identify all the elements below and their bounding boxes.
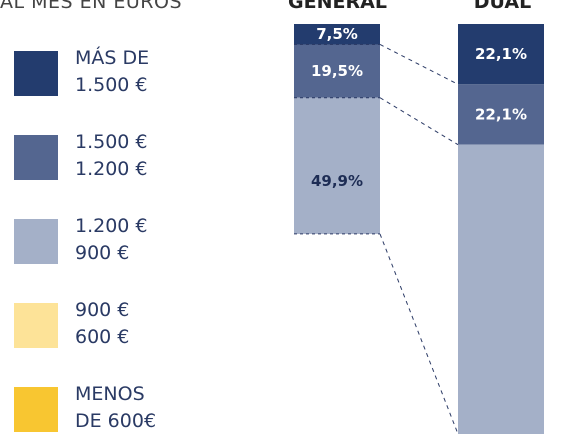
bar-general-segment-1 [294,44,380,98]
connector-line-2 [379,233,459,434]
legend-label-1200-1500-line1: 1.500 € [75,131,148,153]
legend-label-under-600-line1: MENOS [75,383,145,405]
legend-swatch-900-1200 [14,219,58,264]
legend-title: AL MES EN EUROS [0,0,183,13]
bar-general-segment-0 [294,24,380,45]
data-label-general-2: 49,9% [311,172,363,190]
data-label-dual-0: 22,1% [475,45,527,63]
legend-swatch-over-1500 [14,51,58,96]
bar-dual-segment-2 [458,144,544,434]
column-header-general: GENERAL [288,0,387,13]
bar-dual-segment-1 [458,84,544,145]
legend-label-600-900-line1: 900 € [75,299,130,321]
data-label-general-1: 19,5% [311,62,363,80]
data-label-dual-1: 22,1% [475,105,527,123]
bar-general-segment-2 [294,97,380,234]
legend-label-600-900-line2: 600 € [75,326,130,348]
legend-label-under-600-line2: DE 600€ [75,410,157,432]
legend-label-over-1500-line2: 1.500 € [75,74,148,96]
legend-label-1200-1500-line2: 1.200 € [75,158,148,180]
connector-line-1 [379,97,459,146]
legend-label-900-1200-line1: 1.200 € [75,215,148,237]
legend-swatch-600-900 [14,303,58,348]
legend-label-900-1200-line2: 900 € [75,242,130,264]
data-label-general-0: 7,5% [316,25,358,43]
column-header-dual: DUAL [473,0,532,13]
legend-label-over-1500-line1: MÁS DE [75,47,150,69]
legend-swatch-1200-1500 [14,135,58,180]
bar-dual-segment-0 [458,24,544,85]
legend-swatch-under-600 [14,387,58,432]
connector-line-0 [379,44,459,85]
